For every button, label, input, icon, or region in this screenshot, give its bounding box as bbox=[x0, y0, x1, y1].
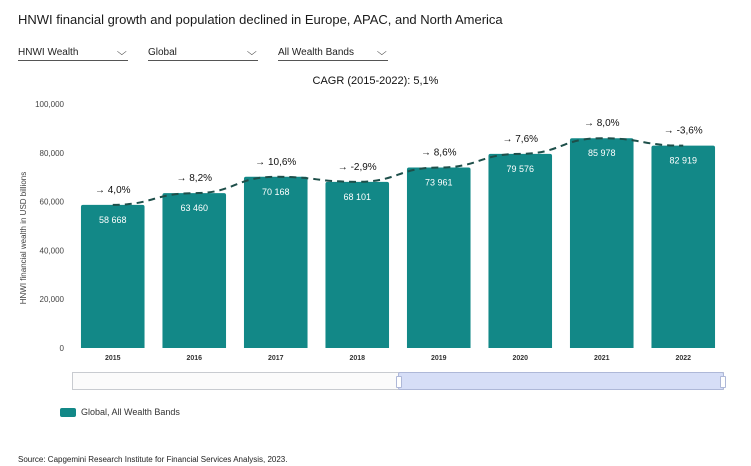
y-tick-label: 100,000 bbox=[35, 100, 64, 109]
legend[interactable]: Global, All Wealth Bands bbox=[60, 407, 180, 417]
y-axis-title: HNWI financial wealth in USD billions bbox=[19, 172, 28, 305]
bar-value-label: 73 961 bbox=[425, 178, 453, 188]
growth-label: → 8,2% bbox=[176, 173, 212, 184]
y-tick-label: 40,000 bbox=[40, 246, 65, 255]
x-tick-label: 2021 bbox=[594, 355, 610, 362]
legend-label: Global, All Wealth Bands bbox=[81, 407, 180, 417]
growth-label: → -2,9% bbox=[338, 162, 377, 173]
growth-label: → 4,0% bbox=[95, 185, 131, 196]
y-tick-label: 20,000 bbox=[40, 295, 65, 304]
wealth-metric-dropdown[interactable]: HNWI Wealth ⌵ bbox=[18, 44, 128, 61]
x-tick-label: 2019 bbox=[431, 355, 447, 362]
scroller-left-handle[interactable] bbox=[396, 376, 402, 388]
trend-line bbox=[112, 137, 684, 206]
bar bbox=[325, 181, 390, 348]
legend-swatch bbox=[60, 407, 76, 417]
y-tick-label: 0 bbox=[60, 344, 65, 353]
wealth-metric-dropdown-label: HNWI Wealth bbox=[18, 46, 79, 58]
bar bbox=[80, 204, 145, 348]
x-tick-label: 2016 bbox=[186, 355, 202, 362]
region-dropdown-label: Global bbox=[148, 46, 177, 58]
chart-scroller-selection[interactable] bbox=[396, 372, 726, 390]
bar bbox=[406, 167, 471, 348]
bar bbox=[243, 176, 308, 348]
chevron-down-icon: ⌵ bbox=[117, 46, 128, 58]
growth-label: → 10,6% bbox=[255, 157, 296, 168]
bar bbox=[569, 138, 634, 348]
cagr-label: CAGR (2015-2022): 5,1% bbox=[312, 75, 439, 87]
bar-value-label: 58 668 bbox=[99, 215, 127, 225]
growth-label: → 8,6% bbox=[421, 148, 457, 159]
wealth-band-dropdown-label: All Wealth Bands bbox=[278, 46, 354, 58]
bar bbox=[162, 193, 227, 348]
bar-value-label: 70 168 bbox=[262, 187, 290, 197]
x-tick-label: 2018 bbox=[349, 355, 365, 362]
x-tick-label: 2022 bbox=[675, 355, 691, 362]
x-tick-label: 2020 bbox=[512, 355, 528, 362]
bar-chart: HNWI financial wealth in USD billions 0 20… bbox=[19, 100, 716, 362]
chevron-down-icon: ⌵ bbox=[247, 46, 258, 58]
bar bbox=[488, 153, 553, 348]
bar bbox=[651, 145, 716, 348]
chevron-down-icon: ⌵ bbox=[377, 46, 388, 58]
y-tick-label: 60,000 bbox=[40, 198, 65, 207]
growth-label: → -3,6% bbox=[664, 126, 703, 137]
bar-value-label: 82 919 bbox=[669, 156, 697, 166]
source-note: Source: Capgemini Research Institute for… bbox=[18, 455, 288, 464]
bar-value-label: 85 978 bbox=[588, 148, 616, 158]
bar-value-label: 63 460 bbox=[180, 203, 208, 213]
region-dropdown[interactable]: Global ⌵ bbox=[148, 44, 258, 61]
y-tick-label: 80,000 bbox=[40, 149, 65, 158]
bar-value-label: 79 576 bbox=[506, 164, 534, 174]
growth-label: → 7,6% bbox=[502, 134, 538, 145]
x-tick-label: 2015 bbox=[105, 355, 121, 362]
x-tick-label: 2017 bbox=[268, 355, 284, 362]
bar-value-label: 68 101 bbox=[343, 192, 371, 202]
growth-label: → 8,0% bbox=[584, 118, 620, 129]
chart-title: HNWI financial growth and population dec… bbox=[18, 12, 503, 27]
scroller-right-handle[interactable] bbox=[720, 376, 726, 388]
wealth-band-dropdown[interactable]: All Wealth Bands ⌵ bbox=[278, 44, 388, 61]
